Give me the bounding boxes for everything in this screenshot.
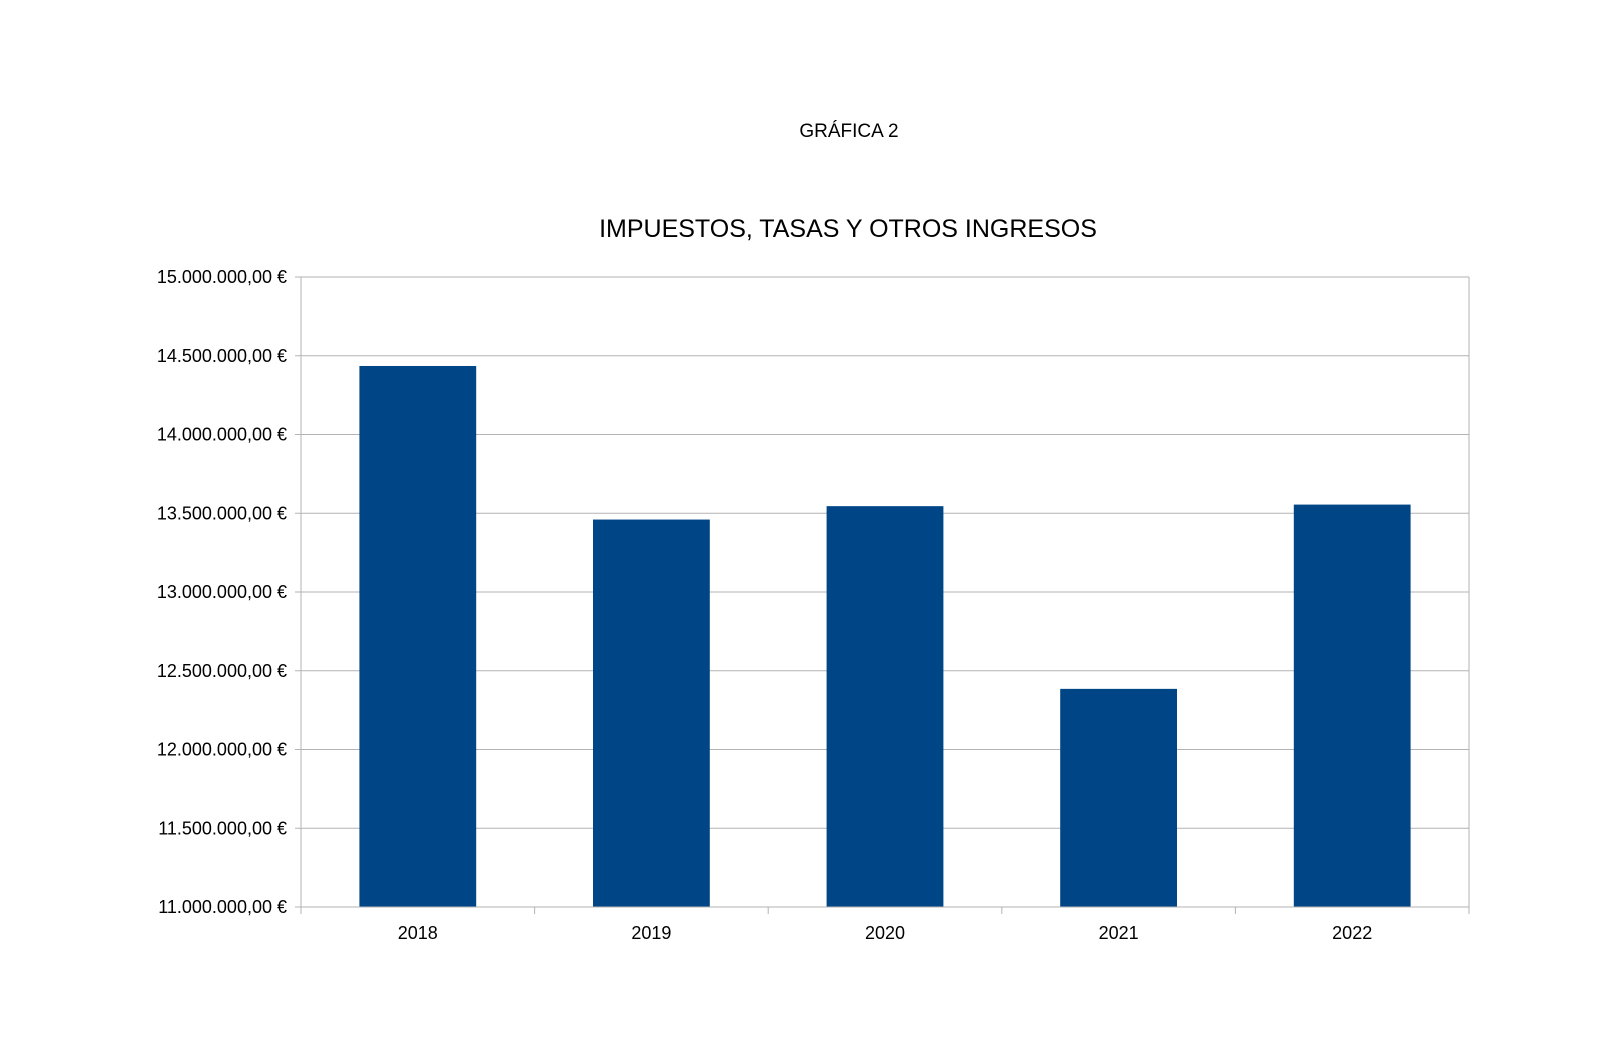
y-tick-label: 12.000.000,00 € [157, 740, 287, 760]
y-tick-label: 14.000.000,00 € [157, 425, 287, 445]
chart-title: IMPUESTOS, TASAS Y OTROS INGRESOS [599, 215, 1097, 243]
y-tick-label: 13.000.000,00 € [157, 582, 287, 602]
bar-2018 [359, 365, 477, 907]
page-label: GRÁFICA 2 [799, 121, 899, 142]
y-tick-label: 14.500.000,00 € [157, 346, 287, 366]
bar-2022 [1293, 504, 1411, 907]
x-tick-label: 2019 [631, 923, 671, 943]
y-tick-label: 11.500.000,00 € [158, 818, 287, 838]
y-tick-label: 13.500.000,00 € [157, 503, 287, 523]
y-tick-label: 15.000.000,00 € [157, 267, 287, 287]
y-tick-labels: 11.000.000,00 € 11.500.000,00 € 12.000.000… [157, 267, 287, 917]
y-tick-label: 11.000.000,00 € [158, 897, 287, 917]
x-tick-label: 2018 [398, 923, 438, 943]
x-tick-label: 2021 [1099, 923, 1139, 943]
bar-2021 [1060, 688, 1177, 907]
axes [295, 276, 1470, 914]
bar-2019 [593, 519, 710, 907]
bar-2020 [826, 506, 944, 907]
x-tick-labels: 2018 2019 2020 2021 2022 [398, 923, 1372, 943]
x-tick-label: 2020 [865, 923, 905, 943]
bars [359, 365, 1411, 907]
x-tick-label: 2022 [1332, 923, 1372, 943]
y-tick-label: 12.500.000,00 € [157, 661, 287, 681]
